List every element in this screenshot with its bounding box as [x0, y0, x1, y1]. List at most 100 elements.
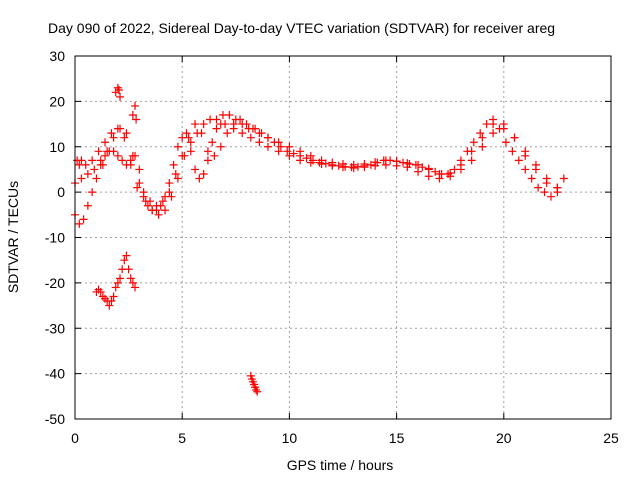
series-cluster-low-isolated: [246, 371, 262, 396]
data-point: [113, 278, 122, 287]
data-point: [306, 151, 315, 160]
data-point: [96, 287, 105, 296]
y-tick-label: -40: [45, 366, 65, 382]
data-point: [252, 385, 261, 394]
data-point: [414, 160, 423, 169]
data-point: [302, 154, 311, 163]
x-tick-label: 10: [282, 430, 298, 446]
chart-title: Day 090 of 2022, Sidereal Day-to-day VTE…: [48, 20, 555, 36]
data-point: [283, 147, 292, 156]
x-tick-label: 5: [178, 430, 186, 446]
data-point: [229, 120, 238, 129]
data-point: [133, 183, 142, 192]
data-point: [559, 174, 568, 183]
data-point: [101, 151, 110, 160]
data-point: [128, 110, 137, 119]
data-point: [263, 133, 272, 142]
data-point: [542, 179, 551, 188]
data-point: [152, 201, 161, 210]
data-point: [132, 115, 141, 124]
data-point: [173, 174, 182, 183]
data-point: [418, 163, 427, 172]
data-point: [169, 160, 178, 169]
data-point: [165, 188, 174, 197]
data-point: [248, 124, 257, 133]
data-point: [77, 156, 86, 165]
data-point: [122, 251, 131, 260]
data-point: [128, 278, 137, 287]
data-point: [381, 156, 390, 165]
y-tick-label: 30: [49, 48, 65, 64]
data-point: [146, 197, 155, 206]
data-point: [107, 129, 116, 138]
data-point: [216, 142, 225, 151]
data-point: [242, 120, 251, 129]
data-point: [371, 158, 380, 167]
data-point: [508, 147, 517, 156]
data-point: [199, 120, 208, 129]
data-point: [456, 160, 465, 169]
x-axis-label: GPS time / hours: [287, 457, 394, 473]
data-point: [276, 142, 285, 151]
data-point: [88, 188, 97, 197]
data-point: [289, 149, 298, 158]
data-point: [414, 167, 423, 176]
data-point: [392, 157, 401, 166]
data-point: [210, 151, 219, 160]
data-point: [111, 283, 120, 292]
series-arc-main-lower: [71, 120, 562, 228]
data-point: [360, 159, 369, 168]
data-point: [105, 301, 114, 310]
data-point: [499, 120, 508, 129]
y-tick-label: 0: [57, 184, 65, 200]
data-point: [221, 120, 230, 129]
data-point: [191, 165, 200, 174]
data-point: [83, 169, 92, 178]
data-point: [114, 86, 123, 95]
data-point: [107, 297, 116, 306]
data-point: [236, 115, 245, 124]
data-point: [469, 138, 478, 147]
data-point: [135, 179, 144, 188]
data-point: [296, 156, 305, 165]
y-tick-label: 10: [49, 139, 65, 155]
data-point: [195, 174, 204, 183]
data-point: [478, 133, 487, 142]
data-point: [366, 160, 375, 169]
series-cluster-left-low: [92, 251, 140, 310]
y-tick-label: -30: [45, 320, 65, 336]
tick-layer: [74, 55, 612, 420]
data-point: [79, 215, 88, 224]
data-point: [122, 129, 131, 138]
data-point: [431, 167, 440, 176]
data-point: [263, 142, 272, 151]
data-point: [113, 124, 122, 133]
data-point: [253, 387, 262, 396]
data-point: [521, 151, 530, 160]
data-point: [328, 158, 337, 167]
y-tick-label: -50: [45, 411, 65, 427]
data-point: [339, 159, 347, 168]
data-point: [424, 172, 433, 181]
data-point: [255, 138, 264, 147]
data-point: [212, 115, 221, 124]
data-point: [223, 129, 232, 138]
data-point: [467, 147, 476, 156]
data-point: [131, 283, 140, 292]
data-point: [186, 138, 195, 147]
data-point: [118, 156, 127, 165]
data-point: [109, 133, 118, 142]
data-point: [90, 165, 99, 174]
data-point: [478, 142, 487, 151]
data-point: [540, 188, 549, 197]
data-point: [246, 133, 255, 142]
tick-label-layer: 0 5 10 15 20 25 -50 -40 -30 -20 -10 0 10 20 30: [45, 48, 619, 446]
data-point: [467, 156, 476, 165]
data-point: [317, 156, 326, 165]
data-point: [186, 147, 195, 156]
data-point: [274, 138, 283, 147]
data-point: [116, 274, 125, 283]
data-point: [171, 169, 180, 178]
